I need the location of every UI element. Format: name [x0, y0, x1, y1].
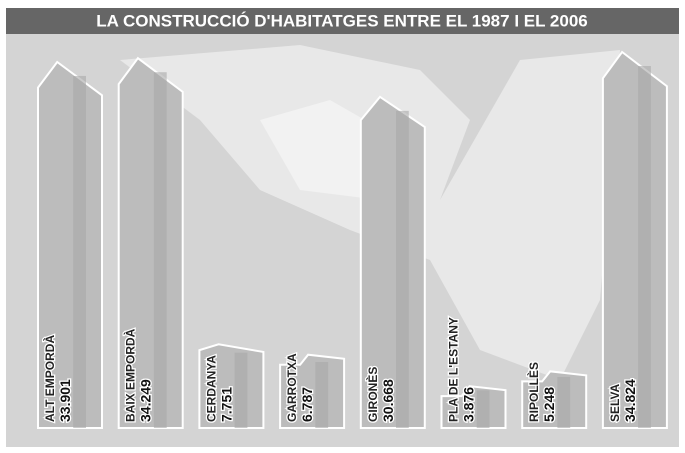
category-label: SELVA	[608, 383, 622, 422]
category-label: CERDANYA	[204, 355, 218, 422]
category-label: BAIX EMPORDÀ	[123, 328, 138, 422]
bar	[601, 50, 668, 429]
chart-title: LA CONSTRUCCIÓ D'HABITATGES ENTRE EL 198…	[96, 11, 587, 30]
bar	[279, 353, 346, 429]
category-label: ALT EMPORDÀ	[42, 335, 57, 422]
bar-shade	[73, 75, 86, 429]
bar-shade	[476, 390, 490, 428]
value-label: 30.668	[380, 379, 396, 422]
value-label: 6.787	[299, 387, 315, 422]
category-label: GARROTXA	[285, 353, 299, 422]
bar-shade	[557, 377, 571, 428]
title-bar	[6, 8, 679, 34]
value-label: 5.248	[541, 387, 557, 422]
category-label: RIPOLLÈS	[526, 362, 541, 422]
value-label: 34.824	[622, 379, 638, 422]
category-label: GIRONÈS	[365, 367, 380, 422]
category-label: PLA DE L'ESTANY	[447, 317, 461, 422]
bar-shade	[315, 362, 329, 428]
bar-shade	[638, 66, 651, 428]
value-label: 7.751	[218, 387, 234, 422]
bar-shade	[396, 110, 409, 429]
bar-shade	[234, 352, 248, 428]
value-label: 3.876	[461, 387, 477, 422]
value-label: 34.249	[138, 379, 154, 422]
bar-shade	[153, 72, 167, 428]
value-label: 33.901	[57, 379, 73, 422]
